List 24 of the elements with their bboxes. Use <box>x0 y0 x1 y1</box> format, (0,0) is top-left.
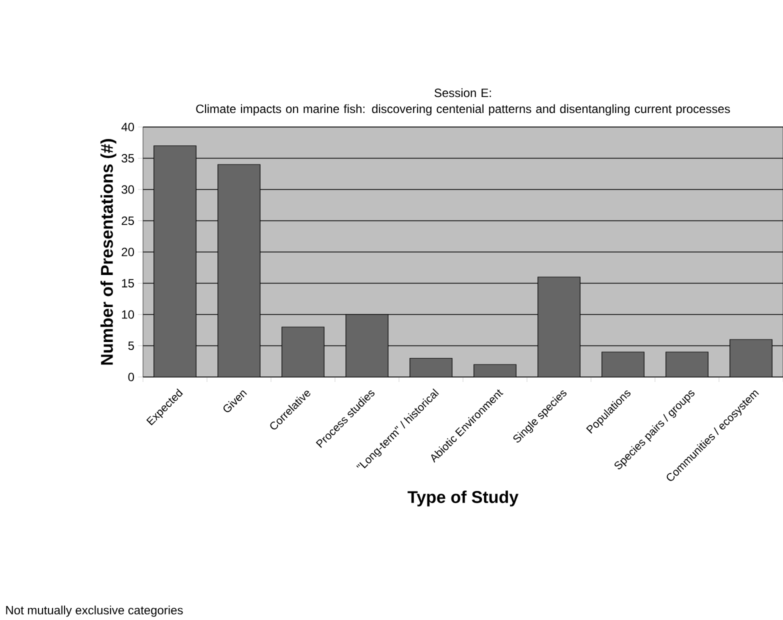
bar <box>410 358 452 377</box>
bar <box>602 352 644 377</box>
bar <box>666 352 708 377</box>
x-axis-title: Type of Study <box>408 490 518 506</box>
y-tick-label: 35 <box>122 154 134 163</box>
chart-subtitle: Climate impacts on marine fish: discovering centenial patterns and disentangling current processes <box>196 104 730 116</box>
y-tick-label: 15 <box>122 279 134 288</box>
y-tick-label: 20 <box>122 248 134 256</box>
y-axis-title: Number of Presentations (#) <box>100 139 116 365</box>
y-tick-label: 30 <box>122 185 134 194</box>
bar <box>346 314 388 377</box>
bar <box>282 327 324 377</box>
y-tick-label: 0 <box>128 372 134 382</box>
bar <box>474 364 516 377</box>
bar <box>730 339 772 377</box>
y-tick-label: 5 <box>128 342 134 350</box>
text: Not mutually exclusive categories <box>6 606 183 617</box>
bar <box>218 164 260 377</box>
y-tick-label: 40 <box>121 122 134 132</box>
bar <box>154 146 196 377</box>
y-tick-label: 10 <box>122 310 134 319</box>
y-tick-label: 25 <box>122 216 134 226</box>
chart-title: Session E: <box>434 88 491 98</box>
bar <box>538 277 580 377</box>
